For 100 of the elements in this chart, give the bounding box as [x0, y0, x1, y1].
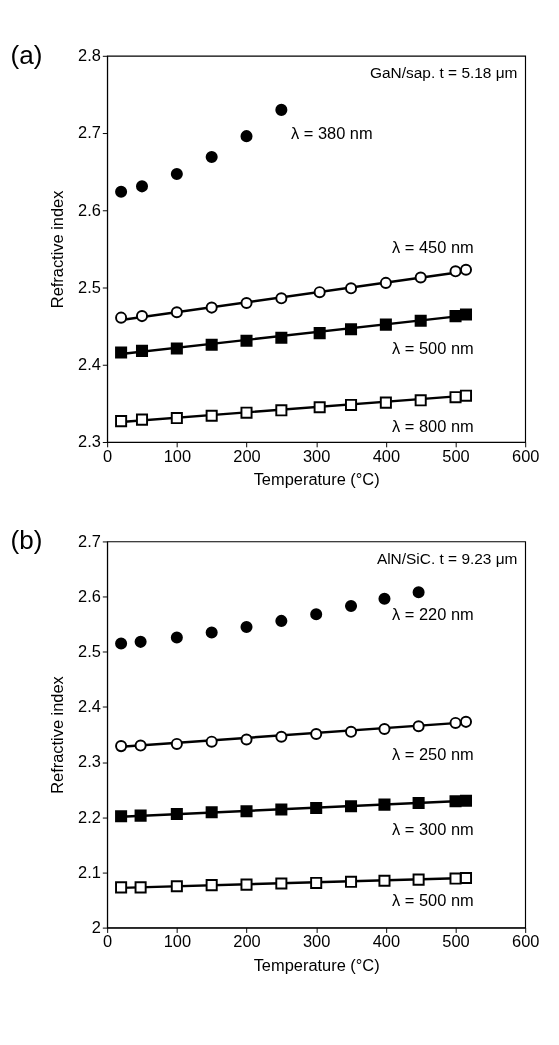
x-tick-label: 100: [163, 932, 192, 951]
y-tick-label: 2.8: [78, 46, 101, 65]
series-label: λ = 220 nm: [392, 605, 474, 624]
chart-title: (a): [10, 39, 43, 70]
annotation: AlN/SiC. t = 9.23 μm: [376, 549, 518, 567]
point: [459, 794, 473, 807]
point: [240, 296, 253, 309]
point: [344, 282, 358, 295]
point: [115, 637, 128, 650]
point: [378, 592, 391, 605]
point: [170, 880, 183, 893]
x-tick-label: 300: [302, 446, 331, 465]
point: [310, 876, 323, 889]
point: [412, 873, 425, 886]
x-tick-label: 400: [372, 932, 401, 951]
point: [115, 881, 128, 894]
point: [240, 620, 253, 633]
point: [459, 308, 473, 321]
point: [412, 720, 425, 733]
y-tick-label: 2.7: [78, 531, 101, 550]
point: [205, 409, 218, 422]
series-label: λ = 300 nm: [392, 819, 474, 838]
y-tick-label: 2: [91, 917, 101, 936]
point: [240, 334, 253, 347]
series-label: λ = 500 nm: [392, 890, 474, 909]
point: [240, 878, 253, 891]
point: [134, 739, 147, 752]
point: [115, 346, 128, 359]
point: [170, 807, 183, 821]
x-tick-label: 0: [103, 446, 113, 465]
point: [313, 327, 326, 340]
point: [135, 344, 149, 357]
point: [344, 398, 358, 411]
point: [459, 715, 473, 728]
point: [134, 881, 147, 894]
y-tick-label: 2.2: [78, 807, 101, 826]
annotation: GaN/sap. t = 5.18 μm: [370, 64, 518, 82]
point: [275, 292, 288, 305]
point: [170, 737, 183, 750]
x-tick-label: 500: [442, 932, 470, 951]
x-axis-title: Temperature (°C): [253, 469, 380, 488]
y-tick-label: 2.5: [78, 277, 101, 296]
y-tick-label: 2.4: [78, 355, 101, 374]
point: [275, 614, 288, 627]
point: [310, 727, 323, 741]
x-tick-label: 500: [442, 446, 470, 465]
x-tick-label: 400: [372, 446, 401, 465]
y-axis-title: Refractive index: [47, 675, 66, 794]
point: [205, 806, 218, 819]
point: [414, 271, 427, 284]
point: [310, 608, 323, 621]
point: [115, 185, 128, 198]
x-tick-label: 0: [103, 932, 113, 951]
point: [205, 735, 218, 748]
point: [449, 265, 462, 278]
series-label: λ = 800 nm: [392, 417, 474, 436]
x-tick-label: 100: [163, 446, 192, 465]
x-tick-label: 300: [302, 932, 331, 951]
y-tick-label: 2.7: [78, 123, 101, 142]
point: [170, 167, 183, 181]
point: [313, 401, 326, 414]
point: [240, 805, 253, 818]
y-tick-label: 2.6: [78, 586, 101, 605]
point: [344, 599, 358, 613]
point: [414, 314, 427, 327]
y-tick-label: 2.6: [78, 200, 101, 219]
point: [310, 801, 323, 814]
point: [170, 342, 183, 355]
series-label: λ = 250 nm: [392, 744, 474, 763]
point: [134, 635, 147, 648]
y-tick-label: 2.3: [78, 432, 101, 451]
x-tick-label: 600: [512, 446, 540, 465]
point: [414, 394, 427, 407]
point: [205, 301, 218, 314]
point: [344, 323, 358, 336]
y-axis-title: Refractive index: [47, 189, 66, 309]
point: [205, 150, 218, 164]
point: [205, 626, 218, 639]
point: [170, 631, 183, 644]
x-tick-label: 200: [233, 446, 261, 465]
point: [378, 874, 391, 887]
point: [240, 406, 253, 419]
point: [344, 800, 358, 813]
point: [170, 412, 183, 425]
point: [115, 810, 128, 823]
point: [135, 180, 149, 193]
x-tick-label: 200: [233, 932, 261, 951]
point: [275, 803, 288, 816]
y-tick-label: 2.5: [78, 642, 101, 661]
x-axis-title: Temperature (°C): [253, 955, 380, 974]
point: [344, 725, 358, 738]
point: [275, 404, 288, 417]
point: [115, 740, 128, 753]
point: [378, 798, 391, 811]
point: [240, 733, 253, 746]
point: [170, 306, 183, 319]
y-tick-label: 2.4: [78, 697, 101, 716]
point: [205, 879, 218, 892]
point: [275, 103, 288, 116]
y-tick-label: 2.3: [78, 752, 101, 771]
